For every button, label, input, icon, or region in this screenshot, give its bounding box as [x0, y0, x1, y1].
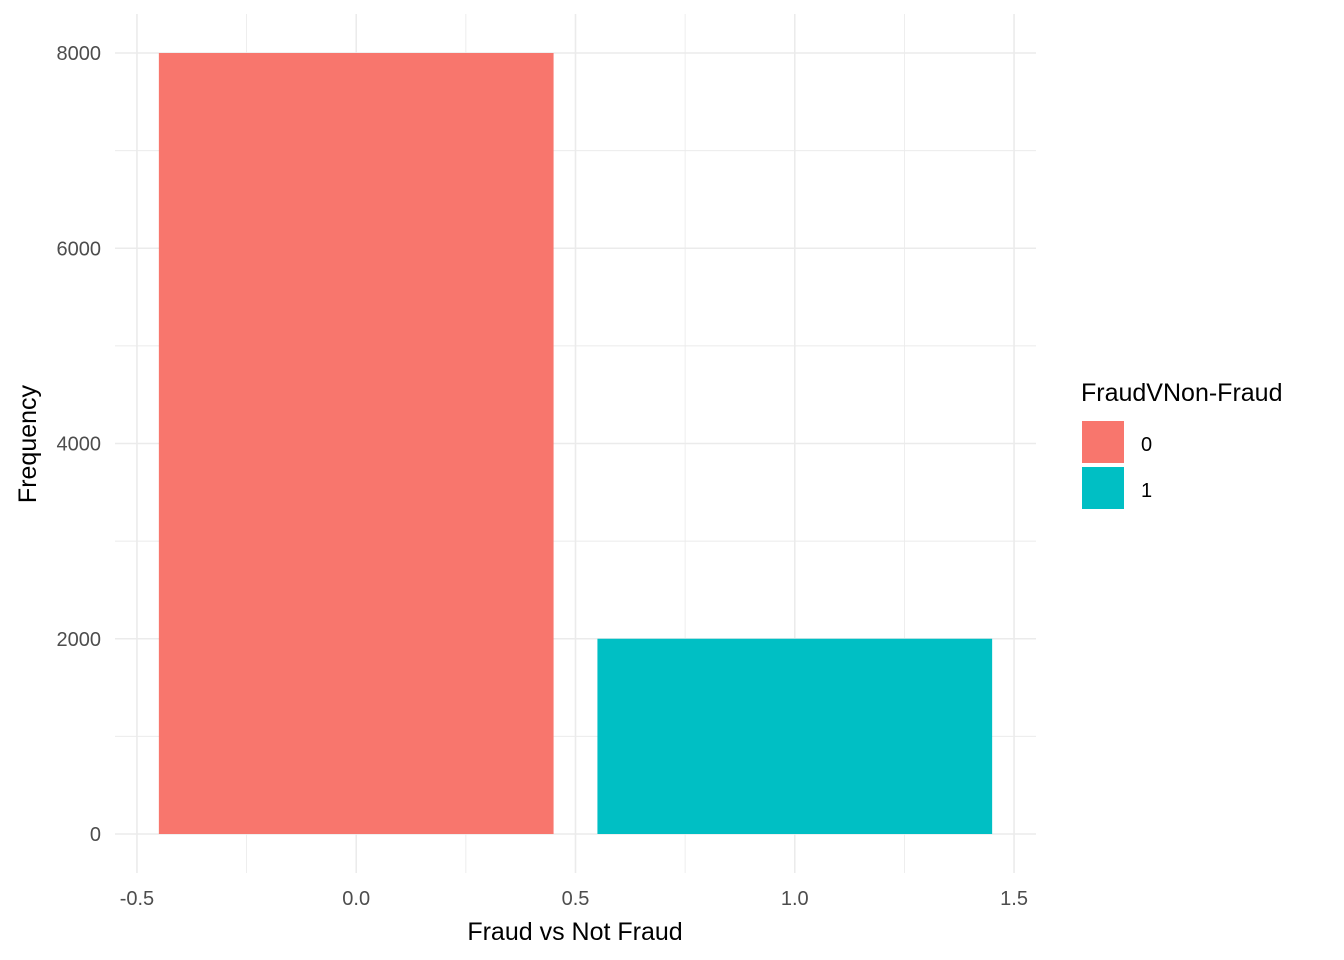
legend-entries: 01 [1082, 421, 1152, 509]
legend-label-0: 0 [1141, 434, 1152, 456]
y-tick-label: 6000 [57, 238, 102, 260]
x-tick-label: -0.5 [120, 888, 154, 910]
legend-label-1: 1 [1141, 480, 1152, 502]
y-tick-label: 0 [90, 824, 101, 846]
x-tick-label: 1.5 [1000, 888, 1028, 910]
legend-key-1 [1082, 467, 1124, 509]
x-tick-label: 0.0 [342, 888, 370, 910]
y-tick-label: 4000 [57, 434, 102, 456]
bar-layer [158, 53, 993, 834]
x-tick-label: 1.0 [781, 888, 809, 910]
y-axis-title: Frequency [14, 384, 42, 503]
y-tick-label: 2000 [57, 629, 102, 651]
x-tick-label: 0.5 [562, 888, 590, 910]
legend: FraudVNon-Fraud 01 [1081, 379, 1282, 509]
legend-key-0 [1082, 421, 1124, 463]
x-axis-title: Fraud vs Not Fraud [467, 918, 682, 946]
bar-0 [158, 53, 554, 834]
legend-title: FraudVNon-Fraud [1081, 379, 1282, 407]
y-tick-label: 8000 [57, 43, 102, 65]
bar-1 [597, 638, 993, 834]
y-axis-tick-labels: 0 2000 4000 6000 8000 [57, 43, 102, 846]
x-axis-tick-labels: -0.5 0.0 0.5 1.0 1.5 [120, 888, 1028, 910]
